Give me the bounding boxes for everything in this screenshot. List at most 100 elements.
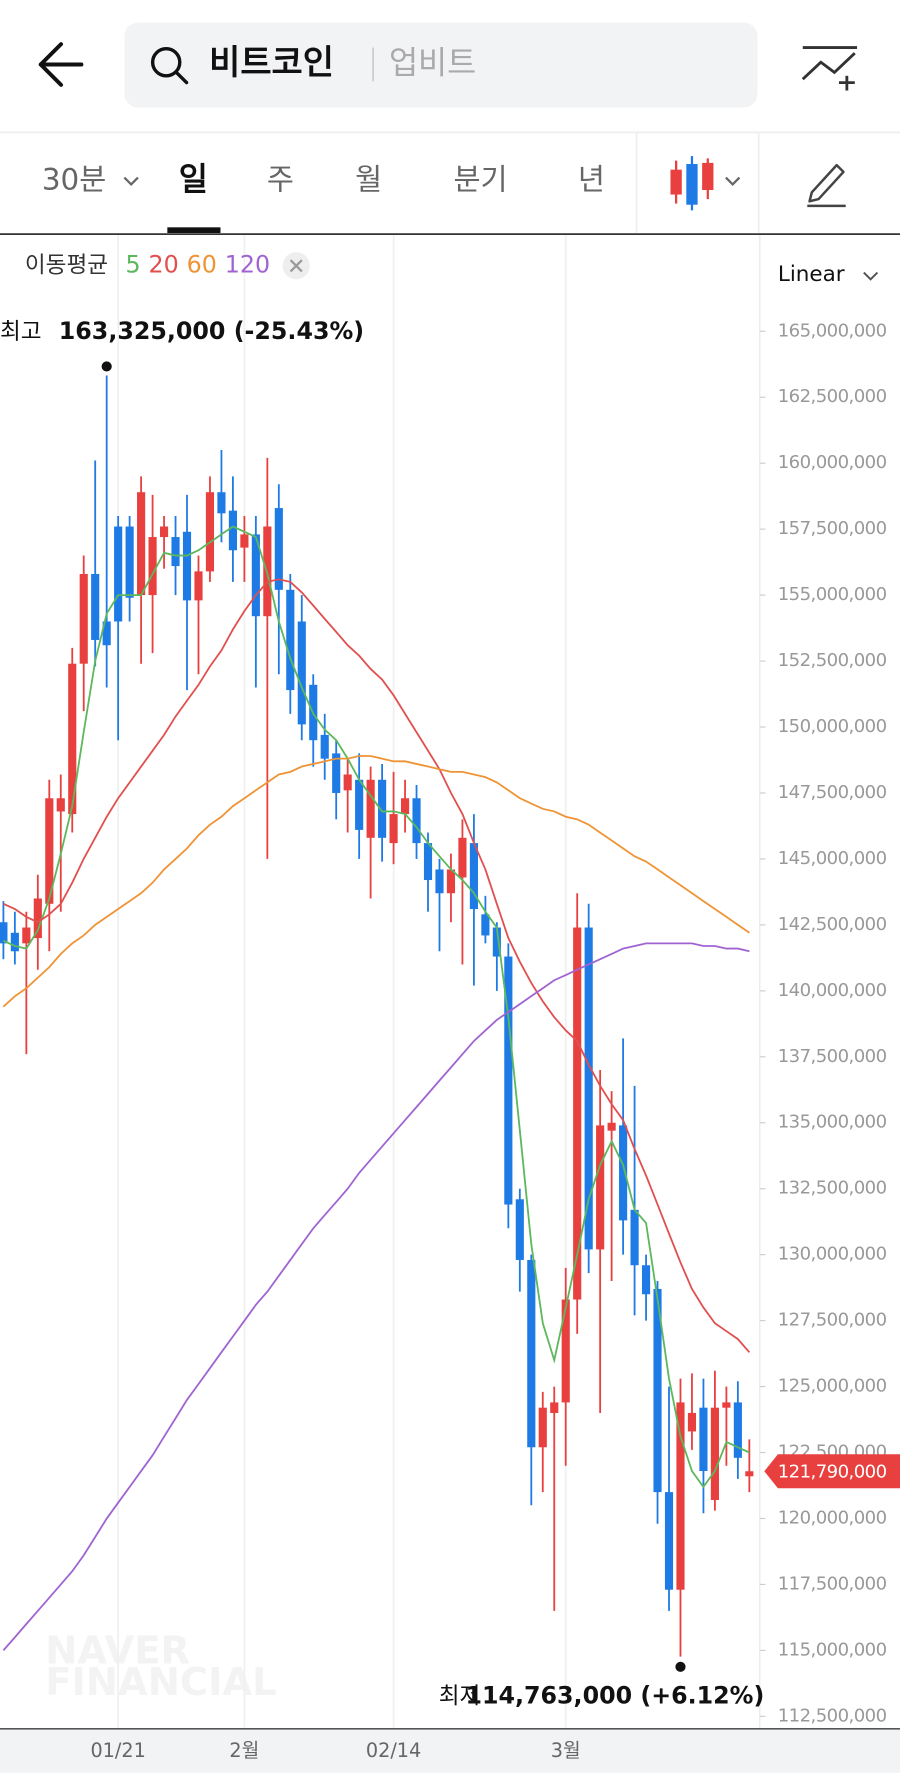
moving-average-line xyxy=(3,525,750,1489)
scale-mode: Linear xyxy=(778,262,845,287)
candle-body xyxy=(481,914,490,936)
candle-body xyxy=(676,1402,685,1590)
candle-body xyxy=(641,1265,651,1295)
y-tick-label: 137,500,000 xyxy=(778,1046,887,1067)
legend: 5 20 60 120 xyxy=(126,250,271,278)
add-indicator-button[interactable] xyxy=(801,46,858,91)
candle-body xyxy=(435,869,444,894)
legend-entry: 5 xyxy=(126,250,141,278)
y-tick-label: 135,000,000 xyxy=(778,1112,887,1133)
tab-label[interactable]: 월 xyxy=(355,162,382,196)
candle-body xyxy=(573,927,582,1300)
candle-body xyxy=(114,526,123,622)
candle-body xyxy=(33,898,42,939)
candle-body xyxy=(710,1407,719,1501)
legend-entry: 60 xyxy=(187,250,217,278)
high-label: 최고 xyxy=(0,319,42,345)
candle-body xyxy=(182,531,192,601)
search-box[interactable] xyxy=(124,22,758,108)
tab[interactable]: 30분 xyxy=(42,162,139,196)
high-marker xyxy=(101,361,112,372)
x-tick-label: 2월 xyxy=(229,1739,259,1762)
legend-title: 이동평균 xyxy=(25,252,108,278)
tab-label[interactable]: 분기 xyxy=(453,162,507,196)
candle-body xyxy=(699,1407,708,1472)
candle-body xyxy=(22,927,31,944)
legend-close[interactable] xyxy=(282,252,310,280)
candle-body xyxy=(171,537,180,567)
back-button[interactable] xyxy=(38,42,84,87)
tab-label[interactable]: 일 xyxy=(179,162,208,198)
y-tick-label: 132,500,000 xyxy=(778,1178,887,1199)
candle-body xyxy=(515,1199,524,1260)
y-tick-label: 152,500,000 xyxy=(778,650,887,671)
y-tick-label: 125,000,000 xyxy=(778,1376,887,1397)
y-tick-label: 165,000,000 xyxy=(778,320,887,341)
candle-body xyxy=(607,1122,616,1131)
moving-average-line xyxy=(3,578,751,1353)
candle-body xyxy=(10,932,19,952)
legend-entry: 20 xyxy=(149,250,179,278)
candle-body xyxy=(102,621,111,646)
moving-average-line xyxy=(2,755,750,1008)
candle-body xyxy=(550,1402,559,1413)
plot xyxy=(0,375,754,1657)
candle-body xyxy=(91,573,100,640)
candle-body xyxy=(389,814,398,844)
candle-body xyxy=(584,927,593,1250)
y-tick-label: 140,000,000 xyxy=(778,980,887,1001)
candle-body xyxy=(251,534,260,617)
candle-body xyxy=(745,1471,754,1477)
candle-body xyxy=(664,1492,674,1590)
y-tick-label: 127,500,000 xyxy=(778,1310,887,1331)
y-tick-label: 157,500,000 xyxy=(778,518,887,539)
candle-body xyxy=(561,1299,570,1403)
y-tick-label: 155,000,000 xyxy=(778,584,887,605)
candle-body xyxy=(596,1125,605,1250)
y-tick-label: 112,500,000 xyxy=(778,1705,887,1726)
search-query: 비트코인 xyxy=(209,43,334,82)
y-tick-label: 130,000,000 xyxy=(778,1244,887,1265)
candle-body xyxy=(378,779,387,838)
current-price-tag xyxy=(764,1454,900,1489)
candle-body xyxy=(619,1125,628,1221)
candle-body xyxy=(286,589,295,691)
y-axis: 112,500,000 115,000,000 117,500,000 120,000… xyxy=(90,320,887,1762)
candle-body xyxy=(423,843,433,881)
candle-body xyxy=(412,798,421,844)
tab-label[interactable]: 년 xyxy=(578,162,605,196)
candle-body xyxy=(366,779,375,838)
draw-button[interactable] xyxy=(807,163,846,208)
chart-type-button[interactable] xyxy=(670,156,741,211)
candle-body xyxy=(297,621,306,725)
y-tick-label: 147,500,000 xyxy=(778,782,887,803)
current-price-label: 121,790,000 xyxy=(778,1461,887,1482)
tab-underline xyxy=(167,227,221,233)
y-tick-label: 115,000,000 xyxy=(778,1639,887,1660)
candle-body xyxy=(159,526,169,538)
candle-body xyxy=(205,492,215,572)
candle-body xyxy=(504,956,513,1205)
candle-body xyxy=(492,927,501,957)
low-marker xyxy=(675,1661,686,1672)
chevron xyxy=(123,176,139,186)
x-tick-label: 3월 xyxy=(551,1739,581,1762)
tab-label: 30분 xyxy=(42,162,106,196)
candle-body xyxy=(446,869,456,894)
candle-body xyxy=(194,571,203,601)
watermark: FINANCIAL xyxy=(45,1660,276,1705)
candle-body xyxy=(630,1209,639,1266)
candle-body xyxy=(355,779,364,830)
tab-label[interactable]: 주 xyxy=(267,162,294,196)
candle-body xyxy=(653,1288,662,1493)
candle-body xyxy=(137,492,146,596)
candle-body xyxy=(274,508,283,590)
high-text: 163,325,000 (-25.43%) xyxy=(59,317,364,345)
scale-dropdown[interactable]: Linear xyxy=(778,262,879,287)
candle-body xyxy=(733,1402,742,1458)
y-tick-label: 162,500,000 xyxy=(778,386,887,407)
candle-body xyxy=(0,922,8,944)
candle-body xyxy=(687,1412,697,1432)
